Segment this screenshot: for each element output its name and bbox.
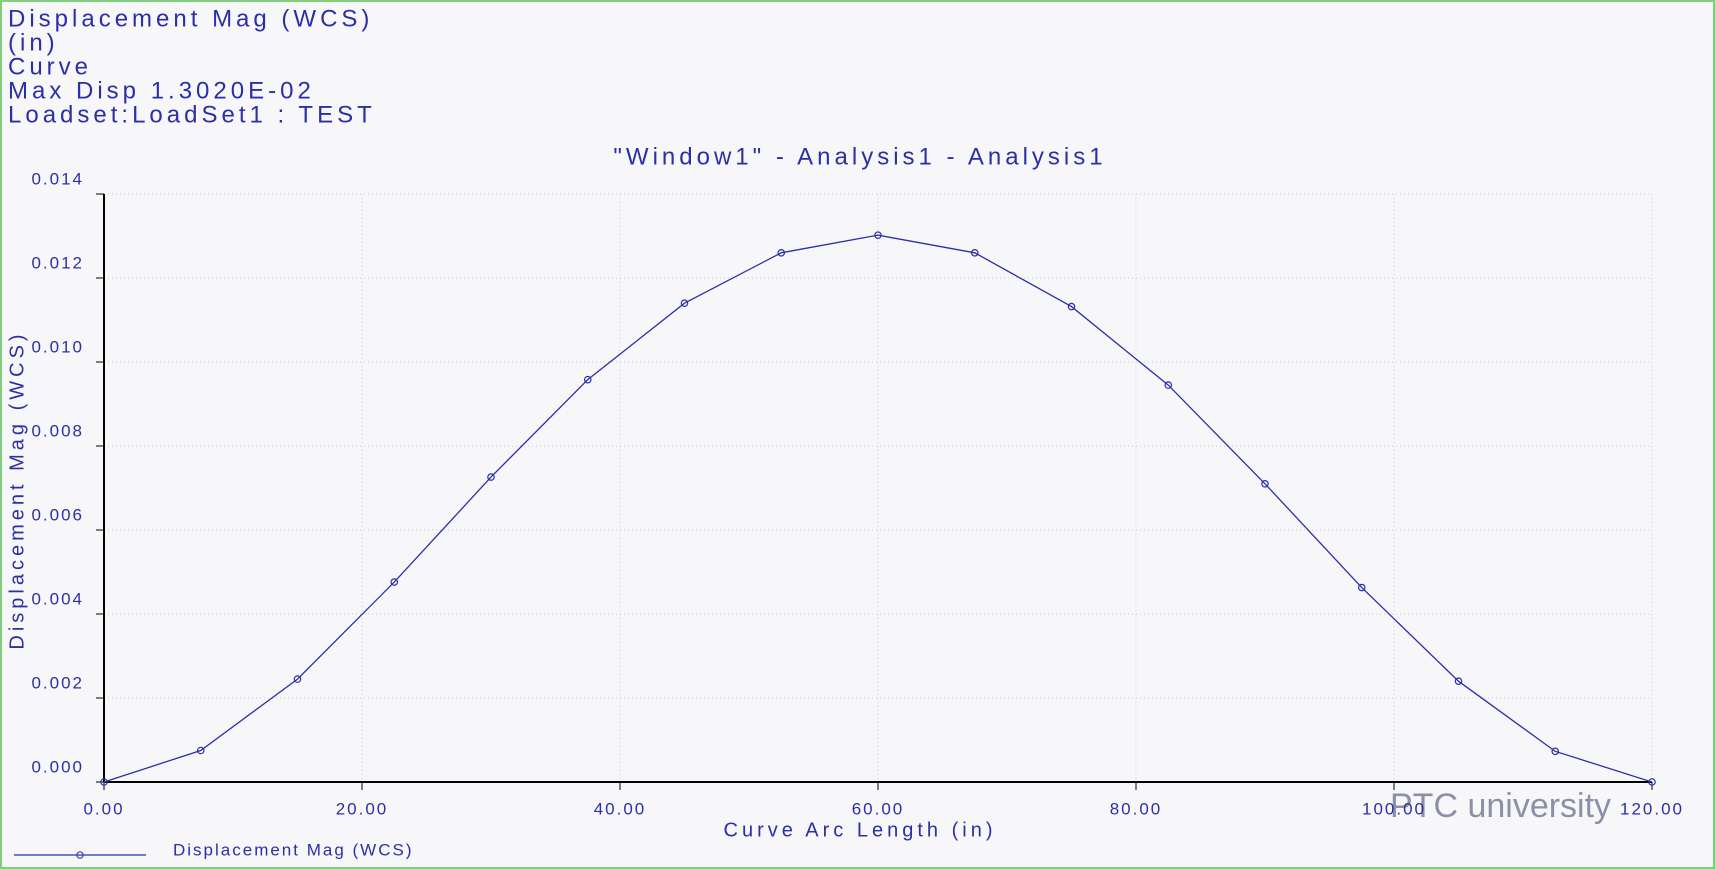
y-tick-label: 0.010: [31, 337, 84, 356]
data-point: [100, 778, 108, 786]
header-line: Max Disp 1.3020E-02: [8, 77, 315, 104]
x-tick-label: 120.00: [1620, 799, 1684, 818]
data-point: [487, 473, 495, 481]
data-point: [390, 578, 399, 586]
data-point: [680, 299, 689, 308]
header-line: Loadset:LoadSet1 : TEST: [8, 101, 376, 128]
data-point: [1454, 677, 1463, 686]
data-point: [1357, 583, 1366, 592]
data-point: [1648, 778, 1656, 786]
data-point: [777, 249, 786, 257]
y-tick-label: 0.008: [31, 421, 84, 440]
data-point: [293, 675, 302, 683]
chart-title: "Window1" - Analysis1 - Analysis1: [613, 143, 1106, 170]
data-point: [1067, 302, 1076, 311]
header-line: Displacement Mag (WCS): [8, 5, 373, 32]
y-axis-label: Displacement Mag (WCS): [6, 330, 28, 649]
x-tick-label: 80.00: [1110, 799, 1163, 818]
y-tick-label: 0.006: [31, 505, 84, 524]
x-axis-label: Curve Arc Length (in): [724, 819, 997, 841]
data-point: [970, 249, 979, 257]
data-line: [103, 234, 1653, 783]
y-tick-label: 0.000: [31, 757, 84, 776]
legend-label: Displacement Mag (WCS): [173, 840, 414, 859]
x-tick-label: 0.00: [83, 799, 124, 818]
y-tick-label: 0.014: [31, 169, 84, 188]
header-line: Curve: [8, 53, 92, 80]
data-point: [583, 375, 592, 384]
data-point: [874, 231, 882, 239]
x-tick-label: 20.00: [336, 799, 389, 818]
legend-marker: [76, 851, 84, 859]
y-tick-label: 0.012: [31, 253, 84, 272]
x-tick-label: 60.00: [852, 799, 905, 818]
data-point: [196, 746, 205, 755]
x-tick-label: 40.00: [594, 799, 647, 818]
header-line: (in): [8, 29, 59, 56]
watermark: PTC university: [1390, 787, 1611, 825]
data-point: [1164, 381, 1173, 389]
y-tick-label: 0.002: [31, 673, 84, 692]
data-point: [1261, 479, 1269, 488]
data-point: [1551, 747, 1560, 756]
x-tick-label: 100.00: [1362, 799, 1426, 818]
y-tick-label: 0.004: [31, 589, 84, 608]
